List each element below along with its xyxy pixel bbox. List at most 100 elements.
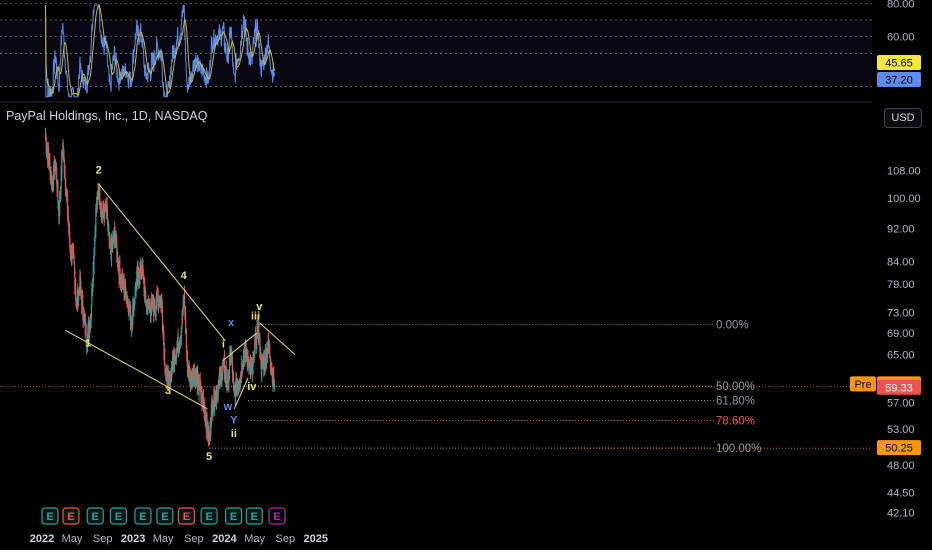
earnings-marker[interactable]: E [177,507,195,525]
time-tick-label: May [153,533,174,545]
price-tick-label: 73.00 [887,308,915,320]
rsi-value-badge [877,72,921,87]
candle-body [159,300,161,303]
time-tick-label: 2025 [304,533,328,545]
candle-body [132,306,134,325]
candle-body [70,250,72,263]
earnings-marker-letter: E [139,511,146,523]
price-tick-label: 65.00 [887,350,915,362]
earnings-marker[interactable]: E [134,507,152,525]
wave-label: v [256,301,263,313]
wave-label: x [228,317,235,329]
candle-body [214,407,216,409]
candle-body [264,350,266,366]
candle-body [80,290,82,298]
candle-body [225,366,227,381]
candle-body [110,244,112,252]
candle-body [146,306,148,310]
time-axis[interactable]: 2022 May Sep 2023 May Sep 2024 May Sep 2025 [30,533,328,545]
earnings-marker-letter: E [161,511,168,523]
candle-body [273,368,275,385]
candle-body [52,167,55,188]
candle-body [160,300,162,306]
price-tick-label: 48.00 [887,460,915,472]
candle-body [200,384,202,395]
candle-body [155,305,157,317]
wave-label: 1 [85,337,91,349]
earnings-marker-box[interactable] [200,507,218,525]
earnings-marker[interactable]: E [224,507,243,525]
earnings-marker-box[interactable] [245,507,263,525]
candle-body [112,236,114,246]
trendline[interactable] [233,377,249,409]
candle-body [214,393,216,402]
earnings-marker-letter: E [251,511,258,523]
candle-body [117,252,119,264]
symbol-title[interactable]: PayPal Holdings, Inc., 1D, NASDAQ [6,109,208,123]
earnings-marker-box[interactable] [62,507,80,525]
candle-body [93,253,95,267]
candle-body [273,382,275,389]
earnings-marker-box[interactable] [134,507,152,525]
earnings-marker[interactable]: E [268,507,286,525]
trendline[interactable] [98,183,226,342]
earnings-marker-box[interactable] [177,507,195,525]
candle-body [206,426,208,435]
earnings-marker-letter: E [92,511,99,523]
candle-body [94,236,96,250]
candle-body [182,301,184,313]
trendline[interactable] [258,322,296,356]
earnings-marker-box[interactable] [41,507,59,525]
earnings-marker[interactable]: E [109,507,128,525]
candle-body [234,385,236,390]
wave-label: 3 [165,385,171,397]
candle-body [253,344,256,356]
earnings-marker-box[interactable] [268,507,286,525]
candle-body [67,213,69,221]
candle-body [156,291,158,303]
earnings-marker[interactable]: E [156,507,174,525]
earnings-marker[interactable]: E [245,507,263,525]
earnings-marker[interactable]: E [86,507,104,525]
candle-body [248,371,250,373]
candle-body [122,277,124,283]
candle-body [197,372,199,389]
candle-body [68,223,70,238]
candle-body [71,251,73,263]
candle-body [82,300,84,314]
candle-body [60,166,62,193]
trendline[interactable] [223,332,258,361]
candle-body [185,336,187,348]
earnings-marker-letter: E [67,511,74,523]
candle-body [236,385,239,387]
earnings-marker[interactable]: E [41,507,59,525]
time-tick-label: Sep [93,533,113,545]
earnings-marker-box[interactable] [156,507,174,525]
earnings-marker-box[interactable] [224,507,243,525]
rsi-tick-label: 60.00 [887,32,915,44]
wave-label: iv [247,381,257,393]
earnings-marker[interactable]: E [62,507,80,525]
candle-body [159,305,161,307]
candle-body [64,172,66,176]
candle-body [250,365,252,367]
price-badge-value: 59.33 [885,382,913,394]
candle-body [232,374,235,385]
price-axis[interactable]: 80.00 60.00 108.00 100.00 92.00 84.00 79.00 73.… [850,0,932,550]
candle-body [63,149,65,158]
earnings-marker-box[interactable] [86,507,104,525]
candle-body [113,227,115,241]
earnings-marker[interactable]: E [200,507,218,525]
candle-body [148,305,151,307]
trendline[interactable] [65,329,208,410]
candle-body [127,299,129,306]
candle-body [58,217,60,221]
rsi-ma-badge [877,55,921,70]
candle-body [134,298,136,301]
rsi-ma-line [45,4,275,97]
earnings-marker-box[interactable] [109,507,128,525]
currency-button[interactable]: USD [884,108,922,128]
candle-body [99,187,101,204]
rsi-value-badge-text: 37.20 [885,75,913,87]
